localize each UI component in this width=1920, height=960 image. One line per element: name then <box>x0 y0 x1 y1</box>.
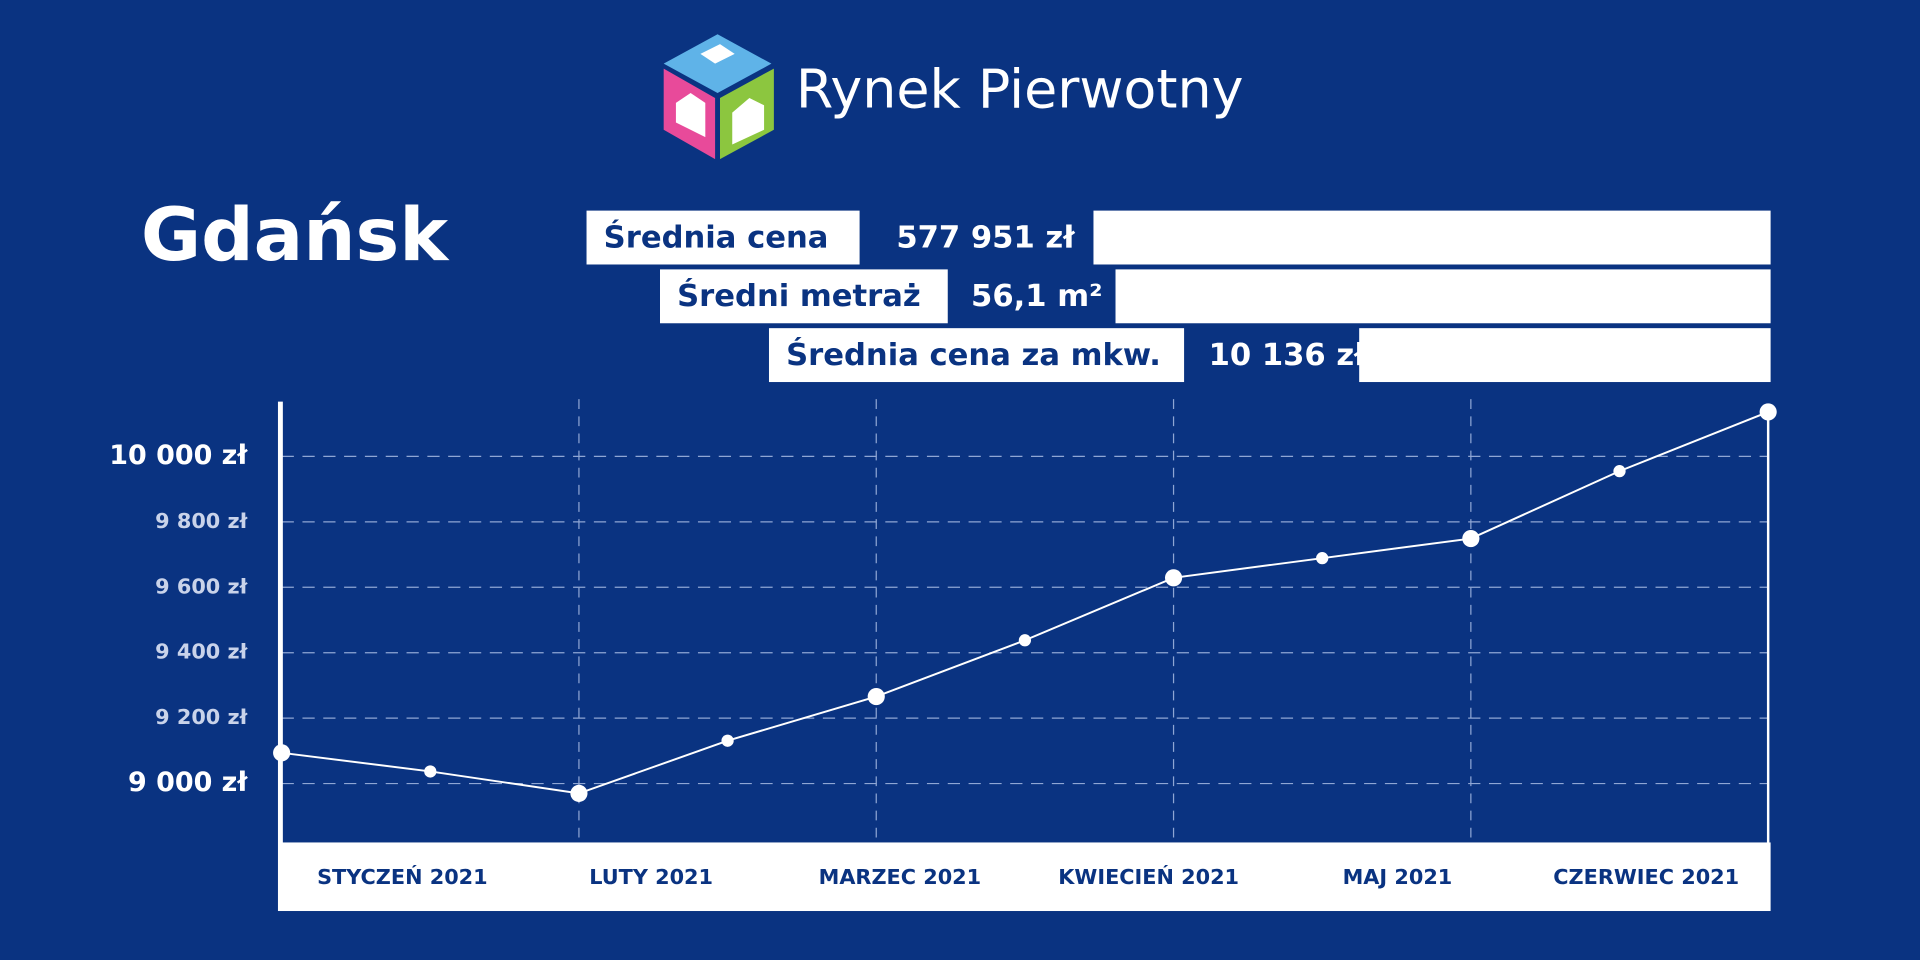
stat-bar <box>1359 328 1771 383</box>
stat-value: 577 951 zł <box>896 220 1075 255</box>
point <box>1759 403 1777 421</box>
city-title: Gdańsk <box>141 193 450 278</box>
brand-name: Rynek Pierwotny <box>796 58 1244 121</box>
y-tick-label: 9 200 zł <box>155 705 248 729</box>
stat-bar <box>1115 269 1771 324</box>
point <box>721 734 734 747</box>
logo-cube <box>663 34 774 160</box>
x-month-label: CZERWIEC 2021 <box>1553 865 1739 889</box>
x-month-label: STYCZEŃ 2021 <box>317 864 488 889</box>
stat-label: Średni metraż <box>677 277 921 314</box>
stat-bar <box>1093 210 1771 265</box>
x-month-label: LUTY 2021 <box>589 865 713 889</box>
x-axis-strip <box>277 842 1771 912</box>
stat-value: 56,1 m² <box>971 279 1102 314</box>
stat-value: 10 136 zł <box>1209 338 1367 373</box>
y-tick-label: 10 000 zł <box>109 440 248 471</box>
y-tick-label: 9 400 zł <box>155 640 248 664</box>
y-tick-label: 9 600 zł <box>155 574 248 598</box>
stats: Średnia cena 577 951 zł Średni metraż 56,1 … <box>586 210 1771 383</box>
point <box>273 744 291 762</box>
x-month-label: MAJ 2021 <box>1343 865 1453 889</box>
y-tick-label: 9 800 zł <box>155 509 248 533</box>
x-month-label: MARZEC 2021 <box>819 865 981 889</box>
x-month-label: KWIECIEŃ 2021 <box>1058 864 1239 889</box>
point <box>867 687 885 706</box>
point <box>1018 634 1032 647</box>
point <box>1316 552 1329 565</box>
point <box>1164 569 1183 587</box>
y-tick-label: 9 000 zł <box>128 767 248 798</box>
stat-label: Średnia cena <box>604 218 829 255</box>
stat-label-box <box>586 210 860 265</box>
stat-label-box <box>660 269 948 324</box>
point <box>1462 529 1480 548</box>
point <box>1613 465 1626 478</box>
point <box>570 784 588 802</box>
stat-label-box <box>768 328 1185 383</box>
point <box>424 765 437 778</box>
line-chart: 9 000 zł 9 200 zł 9 400 zł 9 600 zł 9 800 zł… <box>109 399 1777 912</box>
stat-label: Średnia cena za mkw. <box>786 336 1161 373</box>
